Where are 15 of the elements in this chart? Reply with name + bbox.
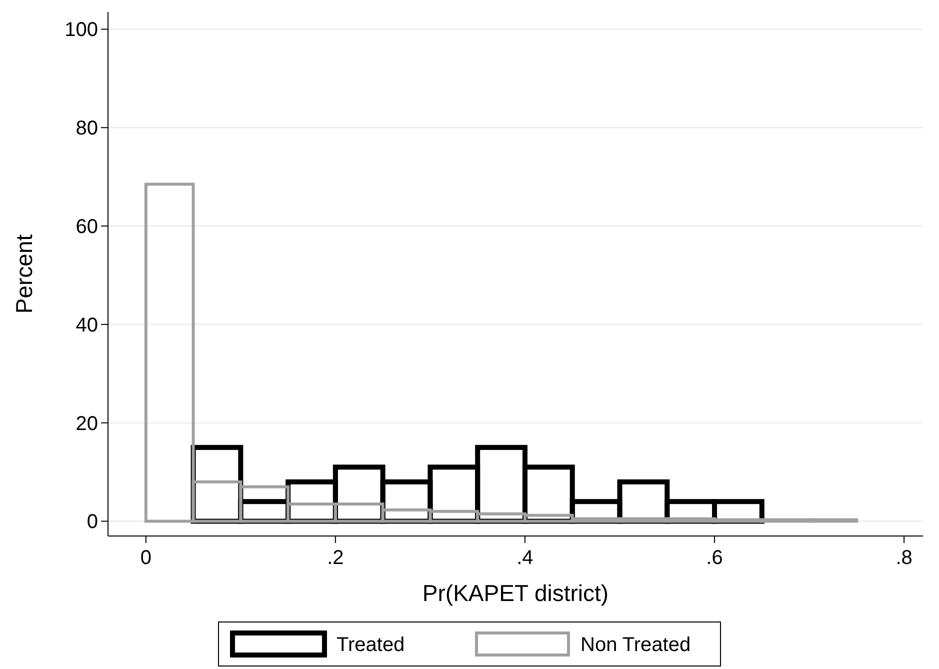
y-tick-label: 80 — [76, 118, 98, 140]
x-axis-title: Pr(KAPET district) — [422, 580, 609, 606]
y-tick-label: 100 — [64, 19, 98, 42]
y-tick-label: 60 — [76, 216, 98, 238]
x-tick-label: 0 — [140, 547, 152, 569]
y-tick-label: 0 — [86, 511, 98, 534]
x-tick-label: .8 — [896, 547, 912, 569]
y-tick-label: 20 — [76, 412, 98, 435]
legend-label: Treated — [336, 634, 405, 656]
legend-label: Non Treated — [580, 634, 691, 656]
x-tick-label: .6 — [706, 547, 723, 569]
y-tick-label: 40 — [76, 314, 98, 336]
x-tick-label: .4 — [516, 547, 534, 569]
y-axis-title: Percent — [11, 234, 37, 314]
x-tick-label: .2 — [327, 547, 344, 569]
